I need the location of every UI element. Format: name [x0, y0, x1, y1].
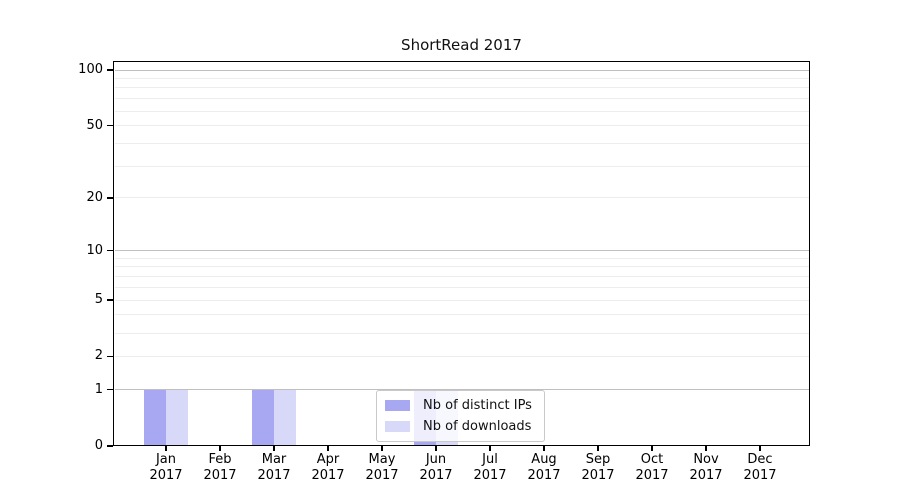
- x-tick-may: [381, 446, 383, 451]
- gridline-40: [114, 142, 809, 144]
- x-tick-nov: [705, 446, 707, 451]
- bar-downloads-jan: [166, 390, 188, 446]
- legend-entry-distinct-ips: Nb of distinct IPs: [385, 395, 536, 416]
- y-tick-label-5: 5: [94, 292, 103, 308]
- legend-label-distinct-ips: Nb of distinct IPs: [423, 398, 532, 413]
- bar-distinct-ips-jan: [144, 390, 166, 446]
- legend-swatch-distinct-ips: [385, 400, 410, 411]
- gridline-2: [114, 355, 809, 357]
- x-tick-label-dec: Dec 2017: [743, 452, 777, 483]
- x-tick-label-apr: Apr 2017: [311, 452, 345, 483]
- gridline-30: [114, 165, 809, 167]
- y-tick-label-10: 10: [86, 242, 103, 258]
- y-tick-label-1: 1: [94, 381, 103, 397]
- gridline-7: [114, 276, 809, 278]
- gridline-9: [114, 257, 809, 259]
- x-tick-apr: [327, 446, 329, 451]
- y-tick-0: [107, 445, 113, 447]
- legend: Nb of distinct IPs Nb of downloads: [376, 390, 545, 442]
- y-tick-label-2: 2: [94, 348, 103, 364]
- gridline-1: [114, 389, 809, 391]
- y-tick-label-20: 20: [86, 189, 103, 205]
- x-tick-jan: [165, 446, 167, 451]
- x-tick-label-oct: Oct 2017: [635, 452, 669, 483]
- gridline-70: [114, 98, 809, 100]
- legend-entry-downloads: Nb of downloads: [385, 416, 536, 437]
- gridline-8: [114, 266, 809, 268]
- y-tick-2: [107, 355, 113, 358]
- y-tick-5: [107, 299, 113, 301]
- gridline-20: [114, 197, 809, 199]
- y-tick-label-0: 0: [94, 438, 103, 453]
- gridline-5: [114, 299, 809, 301]
- gridline-6: [114, 286, 809, 288]
- x-tick-label-feb: Feb 2017: [203, 452, 237, 483]
- gridline-50: [114, 125, 809, 127]
- bar-distinct-ips-mar: [252, 390, 274, 446]
- legend-label-downloads: Nb of downloads: [423, 419, 532, 434]
- y-tick-label-50: 50: [86, 117, 103, 133]
- gridline-90: [114, 77, 809, 79]
- chart-title: ShortRead 2017: [401, 36, 522, 54]
- x-tick-label-nov: Nov 2017: [689, 452, 723, 483]
- x-tick-label-jun: Jun 2017: [419, 452, 453, 483]
- gridline-3: [114, 332, 809, 334]
- x-tick-oct: [651, 446, 653, 451]
- x-tick-label-jan: Jan 2017: [149, 452, 183, 483]
- x-tick-jul: [489, 446, 491, 451]
- gridline-10: [114, 250, 809, 252]
- y-tick-20: [107, 197, 113, 199]
- x-tick-feb: [219, 446, 221, 451]
- y-tick-100: [107, 69, 113, 71]
- gridline-60: [114, 110, 809, 112]
- y-tick-10: [107, 249, 113, 252]
- x-tick-jun: [435, 446, 437, 451]
- x-tick-aug: [543, 446, 545, 451]
- x-tick-label-sep: Sep 2017: [581, 452, 615, 483]
- x-tick-dec: [759, 446, 761, 451]
- y-tick-50: [107, 124, 113, 127]
- gridline-4: [114, 314, 809, 316]
- legend-swatch-downloads: [385, 421, 410, 432]
- bar-downloads-mar: [274, 390, 296, 446]
- x-tick-label-mar: Mar 2017: [257, 452, 291, 483]
- gridline-100: [114, 69, 809, 71]
- x-tick-label-aug: Aug 2017: [527, 452, 561, 483]
- x-tick-label-jul: Jul 2017: [473, 452, 507, 483]
- x-tick-sep: [597, 446, 599, 451]
- y-tick-1: [107, 388, 113, 391]
- x-tick-mar: [273, 446, 275, 451]
- x-tick-label-may: May 2017: [365, 452, 399, 483]
- y-tick-label-100: 100: [78, 62, 103, 77]
- gridline-80: [114, 87, 809, 89]
